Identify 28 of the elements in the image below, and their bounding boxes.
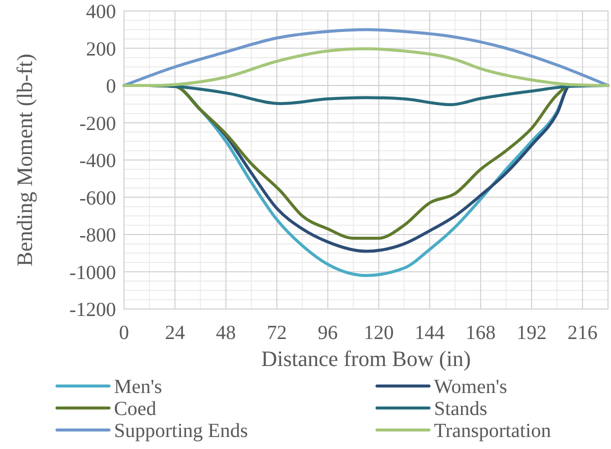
x-tick-label: 192 — [516, 322, 547, 344]
y-tick-label: 200 — [86, 38, 116, 60]
legend-label: Men's — [114, 376, 162, 398]
y-tick-label: -400 — [79, 150, 116, 172]
y-tick-label: -600 — [79, 187, 116, 210]
x-tick-label: 96 — [318, 322, 338, 344]
x-tick-label: 144 — [414, 322, 445, 344]
legend-label: Transportation — [434, 420, 552, 442]
line-series — [122, 28, 610, 87]
y-tick-label: -1200 — [69, 299, 116, 321]
y-axis-title: Bending Moment (lb-ft) — [12, 54, 37, 266]
legend-label: Women's — [434, 376, 508, 398]
legend-label: Stands — [434, 398, 488, 420]
x-tick-label: 24 — [164, 322, 185, 344]
y-tick-label: 400 — [86, 1, 116, 23]
x-tick-label: 168 — [466, 322, 496, 344]
legend-label: Coed — [114, 398, 156, 420]
x-axis-title: Distance from Bow (in) — [261, 346, 471, 371]
x-tick-label: 48 — [216, 322, 236, 344]
legend-label: Supporting Ends — [114, 420, 248, 442]
x-tick-label: 216 — [568, 322, 598, 344]
y-tick-label: 0 — [106, 76, 116, 98]
y-tick-label: -800 — [79, 224, 116, 246]
line-series — [122, 47, 610, 87]
y-tick-label: -1000 — [69, 262, 116, 284]
x-tick-label: 120 — [364, 322, 394, 344]
x-tick-label: 72 — [266, 322, 287, 344]
y-tick-label: -200 — [79, 112, 116, 135]
